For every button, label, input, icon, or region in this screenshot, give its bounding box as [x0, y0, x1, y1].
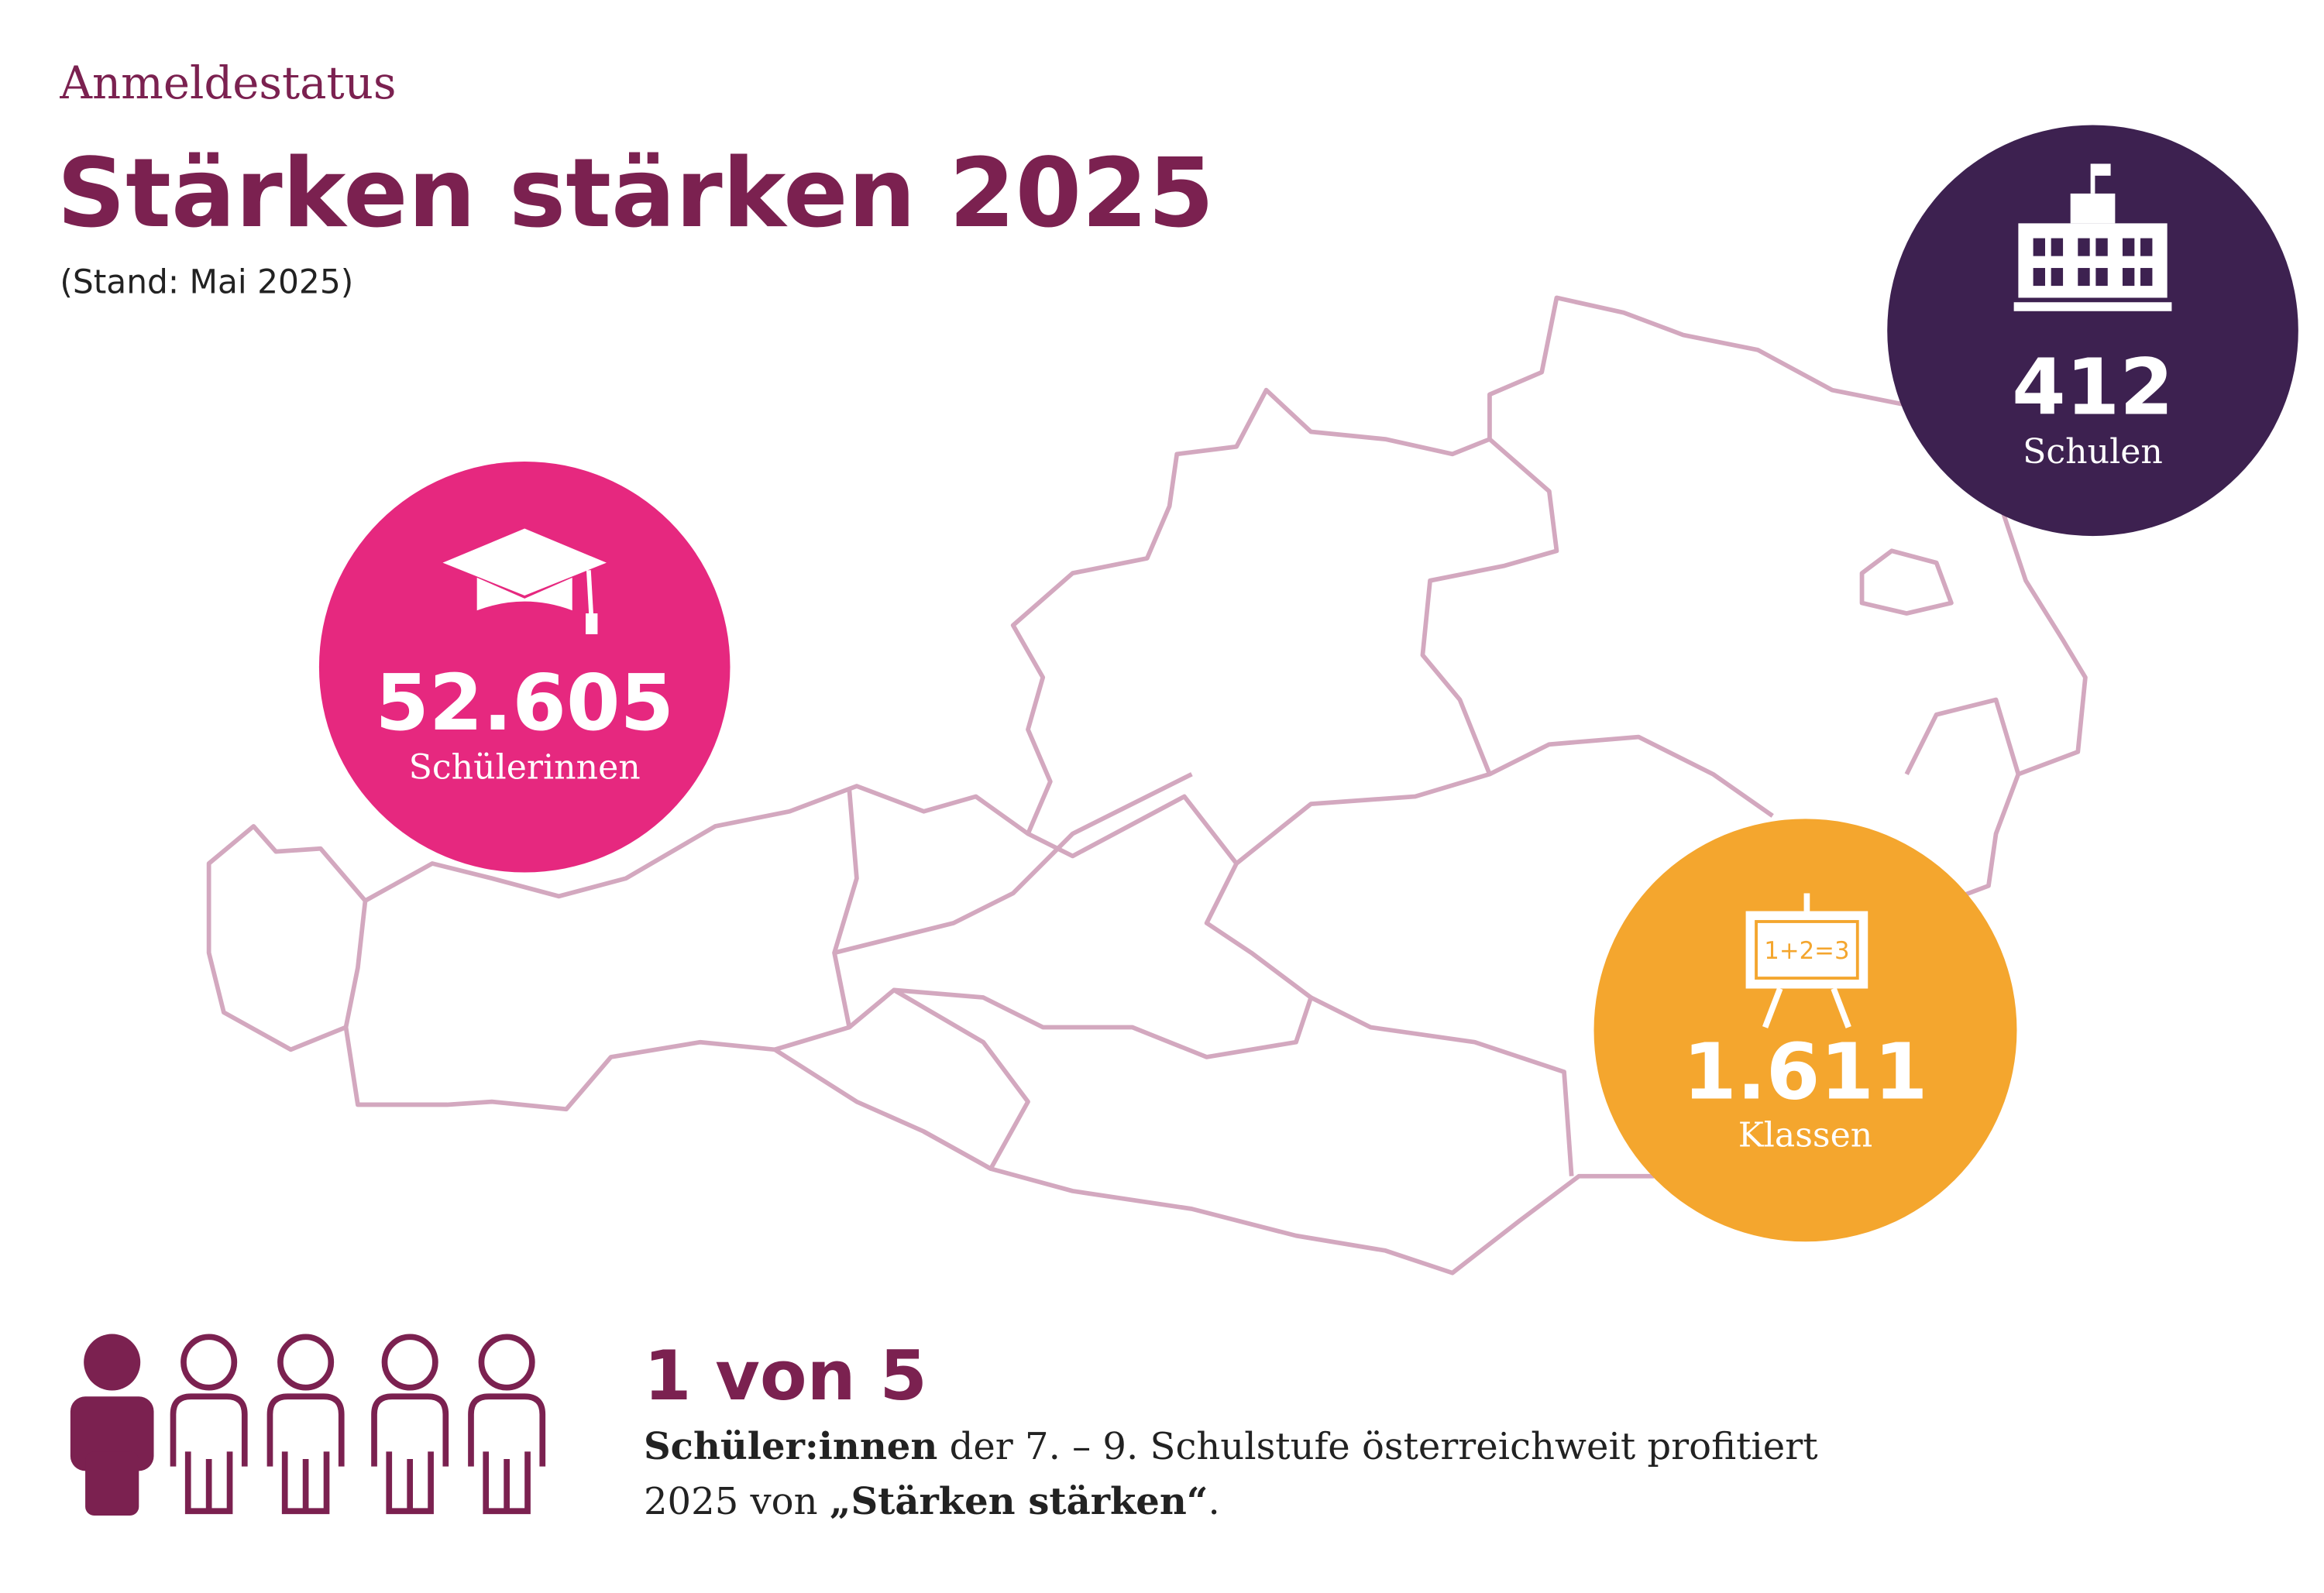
text-part: .: [1208, 1480, 1219, 1523]
people-icons: [70, 1334, 546, 1516]
stat-value: 412: [2012, 342, 2174, 432]
stat-classes: 1+2=3 1.611 Klassen: [1593, 819, 2017, 1242]
stat-label: Schulen: [2023, 432, 2163, 472]
person-outline: [170, 1334, 546, 1515]
stat-schools: 412 Schulen: [1887, 125, 2298, 537]
text-part: Schüler:innen: [644, 1425, 937, 1468]
footer-headline: 1 von 5: [644, 1336, 927, 1416]
graduation-cap-icon: [442, 528, 607, 634]
stat-value: 52.605: [375, 657, 674, 748]
subtitle: (Stand: Mai 2025): [60, 263, 353, 301]
stat-value: 1.611: [1683, 1027, 1927, 1118]
stat-label: Schülerinnen: [409, 747, 641, 787]
text-part: 2025 von: [644, 1480, 830, 1523]
stat-circle: [318, 461, 731, 873]
footer-text: 2025 von „Stärken stärken“.: [644, 1480, 1220, 1523]
text-part: der 7. – 9. Schulstufe österreichweit pr…: [937, 1425, 1817, 1468]
text-part: „Stärken stärken“: [830, 1480, 1208, 1523]
stat-students: 52.605 Schülerinnen: [318, 461, 731, 873]
stat-label: Klassen: [1738, 1115, 1873, 1155]
kicker: Anmeldestatus: [59, 57, 396, 109]
person-filled: [70, 1334, 154, 1516]
board-icon: 1+2=3: [1745, 893, 1868, 1028]
stat-circle: [1887, 125, 2298, 537]
board-text: 1+2=3: [1764, 937, 1849, 965]
title: Stärken stärken 2025: [57, 139, 1215, 249]
school-icon: [2013, 163, 2172, 311]
footer-text: Schüler:innen der 7. – 9. Schulstufe öst…: [644, 1425, 1818, 1468]
stat-circle: [1593, 819, 2017, 1242]
